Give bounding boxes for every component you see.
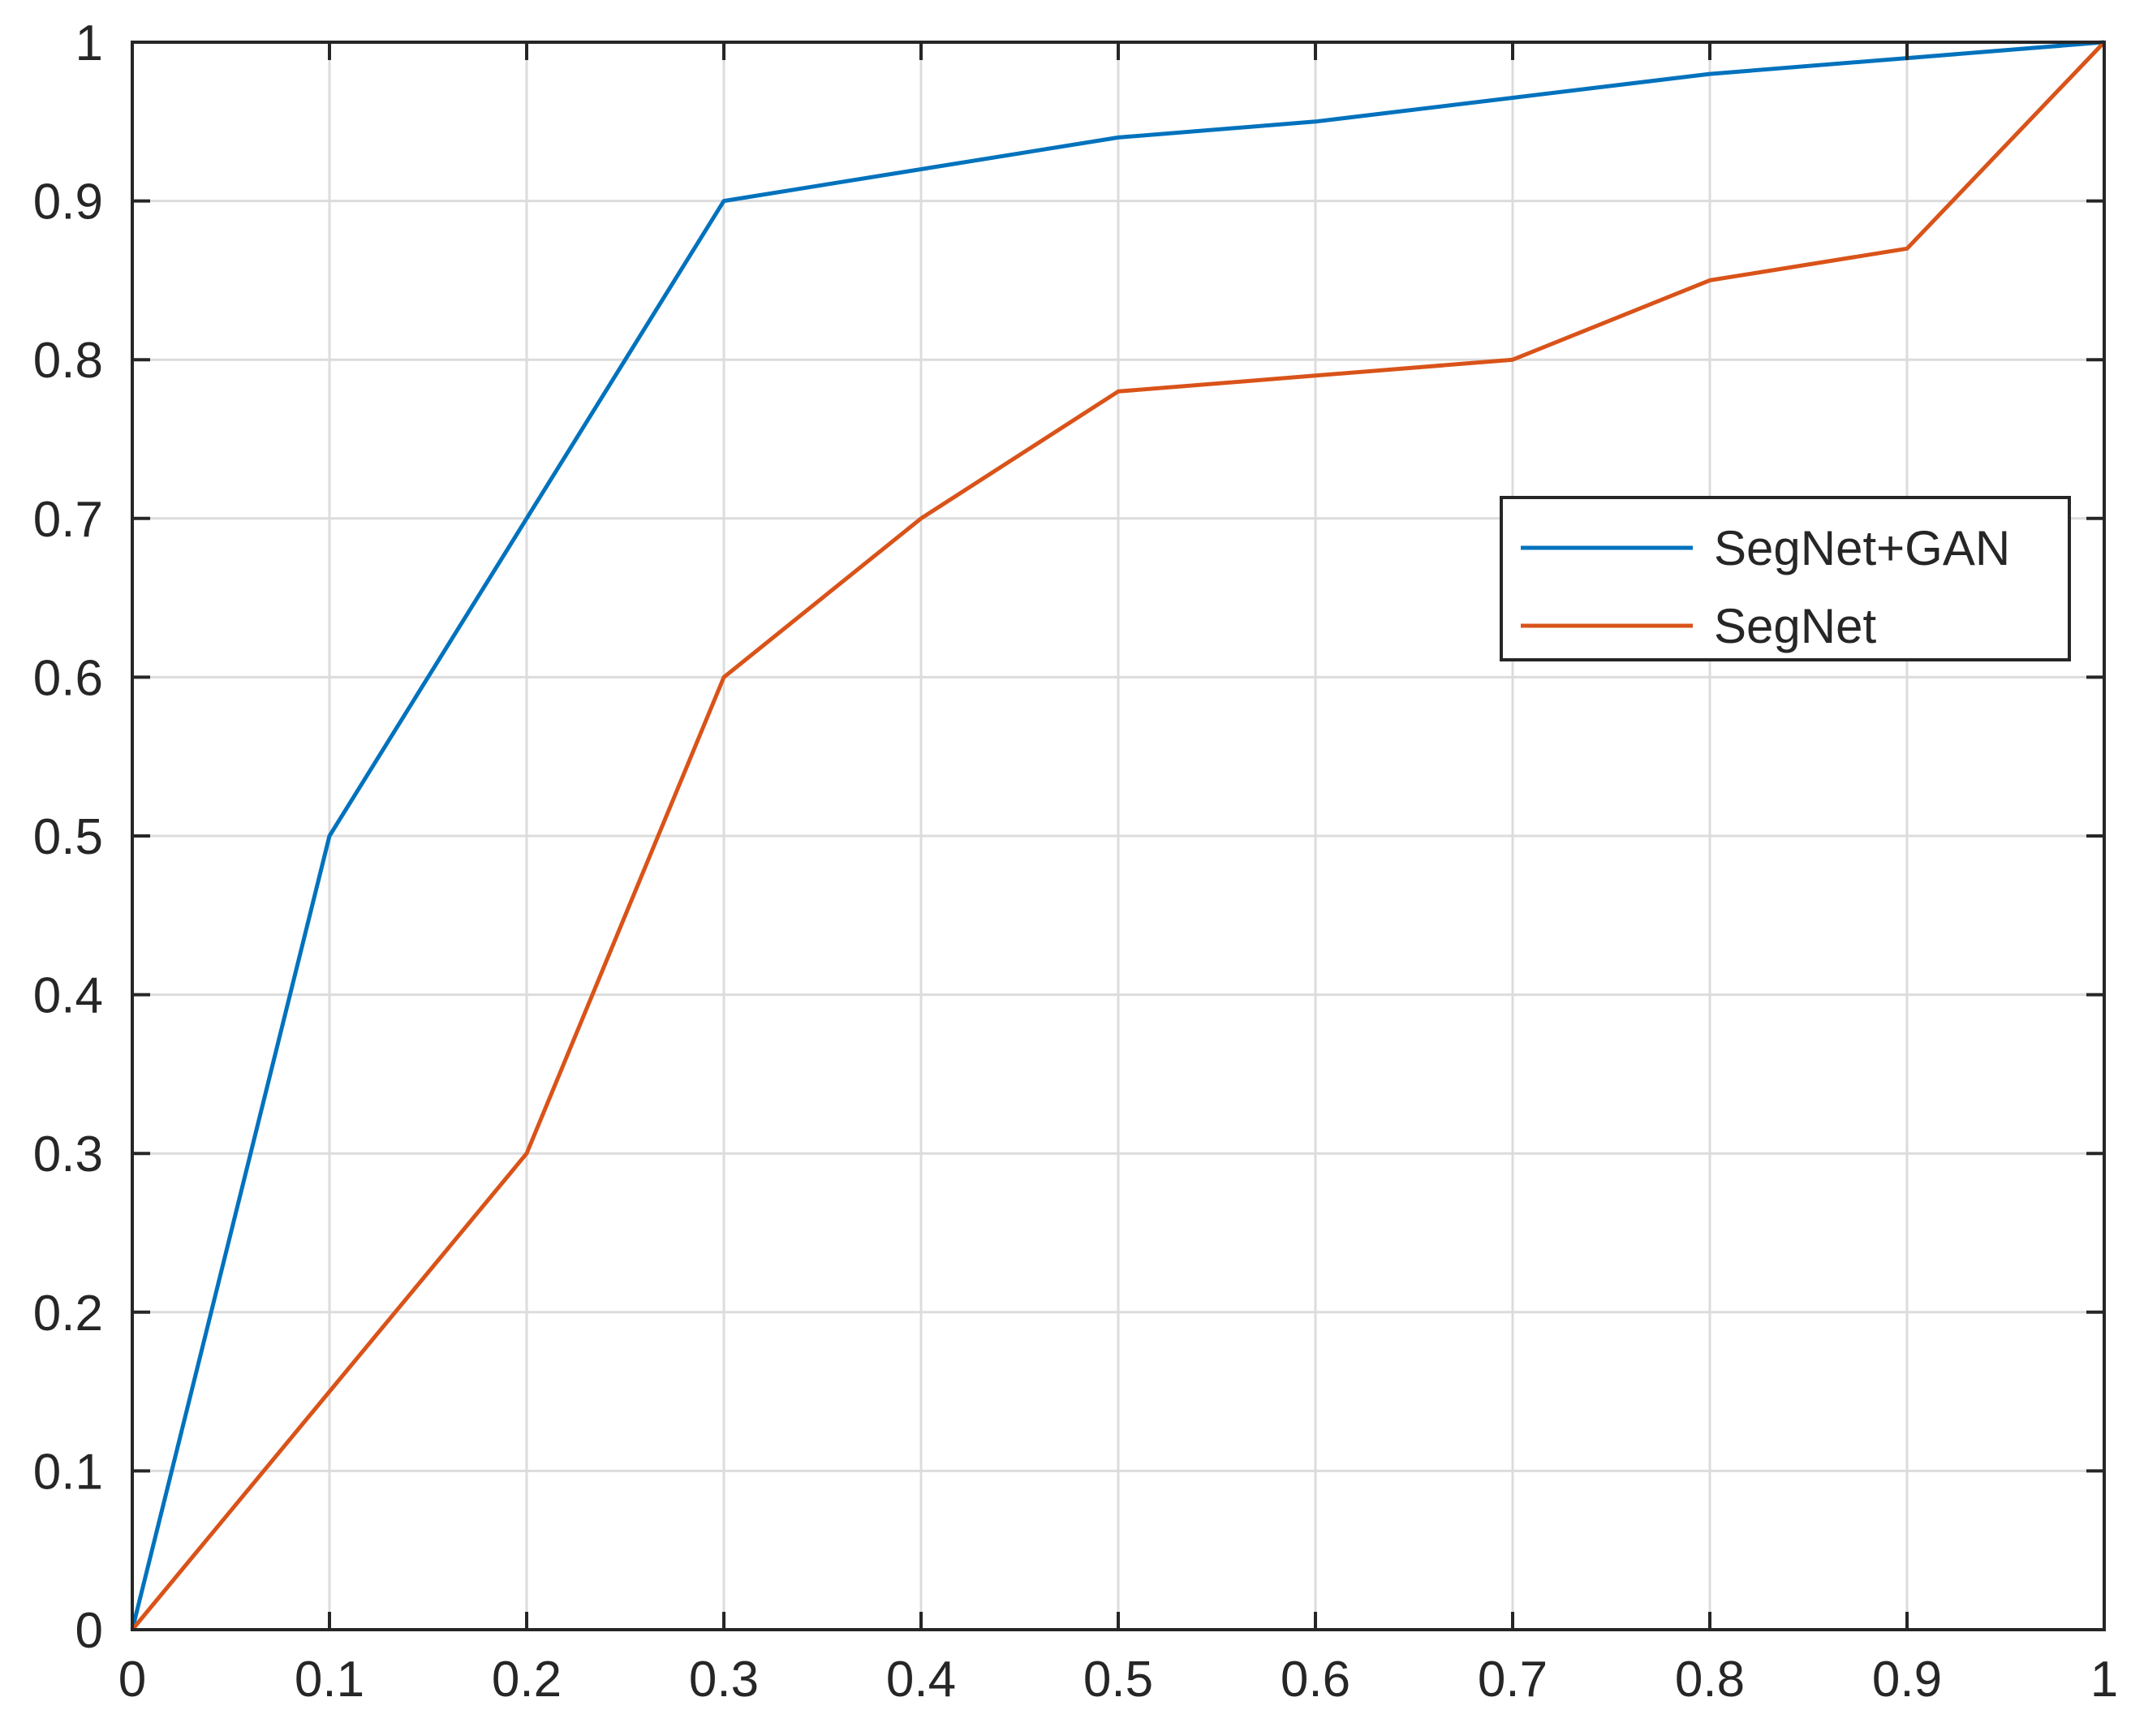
y-tick-label: 0.4 (33, 968, 103, 1024)
tick-labels: 0 0.1 0.2 0.3 0.4 0.5 0.6 0.7 0.8 0.9 1 0 0.1 0.2 0.3 0… (33, 15, 2118, 1708)
series-line-segnet (131, 41, 2106, 1631)
y-tick-label: 0.2 (33, 1286, 103, 1342)
axes (131, 41, 2106, 1631)
y-tick-label: 0 (75, 1603, 103, 1659)
x-tick-label: 0.4 (886, 1652, 956, 1708)
x-tick-label: 0.2 (492, 1652, 562, 1708)
x-tick-label: 1 (2090, 1652, 2118, 1708)
series-lines (130, 40, 2106, 1631)
x-tick-label: 0.9 (1872, 1652, 1942, 1708)
series-line-segnet-gan (130, 40, 2105, 1630)
y-tick-label: 0.6 (33, 650, 103, 706)
y-tick-label: 0.1 (33, 1444, 103, 1500)
y-tick-label: 0.3 (33, 1126, 103, 1182)
x-tick-label: 0.6 (1281, 1652, 1350, 1708)
legend-box (1500, 496, 2071, 661)
x-tick-label: 0.8 (1675, 1652, 1745, 1708)
grid (132, 42, 2104, 1630)
y-tick-label: 0.9 (33, 174, 103, 230)
y-tick-label: 0.7 (33, 492, 103, 548)
x-tick-label: 0 (118, 1652, 146, 1708)
legend-label: SegNet+GAN (1714, 521, 2010, 575)
y-tick-label: 1 (75, 15, 103, 71)
x-tick-label: 0.1 (295, 1652, 364, 1708)
x-tick-label: 0.5 (1083, 1652, 1153, 1708)
y-tick-label: 0.5 (33, 809, 103, 865)
legend-label: SegNet (1714, 599, 1876, 653)
x-tick-label: 0.7 (1478, 1652, 1548, 1708)
x-tick-label: 0.3 (689, 1652, 759, 1708)
legend: SegNet+GAN SegNet (1500, 496, 2071, 661)
y-tick-label: 0.8 (33, 333, 103, 389)
